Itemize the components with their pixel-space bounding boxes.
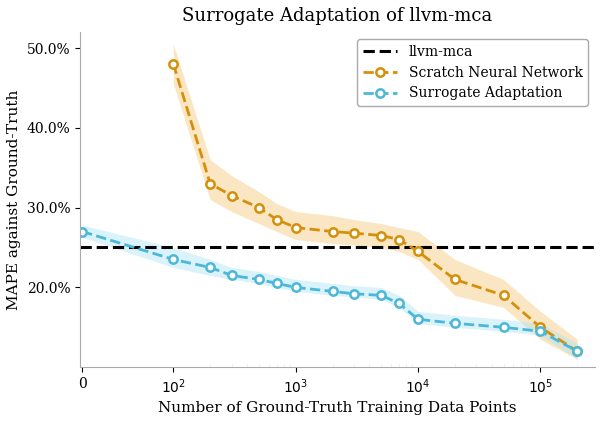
Scratch Neural Network <box>228 193 235 198</box>
Scratch Neural Network <box>170 62 177 67</box>
Surrogate Adaptation <box>396 301 403 306</box>
Title: Surrogate Adaptation of llvm-mca: Surrogate Adaptation of llvm-mca <box>182 7 492 25</box>
Surrogate Adaptation <box>170 257 177 262</box>
Scratch Neural Network <box>574 349 581 354</box>
Scratch Neural Network <box>414 249 421 254</box>
Scratch Neural Network <box>500 293 507 298</box>
Scratch Neural Network <box>537 325 544 330</box>
Surrogate Adaptation <box>500 325 507 330</box>
Legend: llvm-mca, Scratch Neural Network, Surrogate Adaptation: llvm-mca, Scratch Neural Network, Surrog… <box>357 39 588 106</box>
Scratch Neural Network <box>329 229 336 234</box>
Surrogate Adaptation <box>377 293 385 298</box>
llvm-mca <box>79 245 87 250</box>
Surrogate Adaptation <box>350 291 358 296</box>
Scratch Neural Network <box>396 237 403 242</box>
llvm-mca <box>78 245 85 250</box>
Y-axis label: MAPE against Ground-Truth: MAPE against Ground-Truth <box>7 89 21 310</box>
Surrogate Adaptation <box>228 273 235 278</box>
Scratch Neural Network <box>255 205 262 210</box>
Surrogate Adaptation <box>206 265 214 270</box>
Line: Surrogate Adaptation: Surrogate Adaptation <box>78 227 582 355</box>
Surrogate Adaptation <box>255 277 262 282</box>
Scratch Neural Network <box>273 217 281 222</box>
Scratch Neural Network <box>350 230 358 235</box>
Surrogate Adaptation <box>292 285 299 290</box>
Surrogate Adaptation <box>452 321 459 326</box>
Surrogate Adaptation <box>537 329 544 334</box>
Scratch Neural Network <box>452 277 459 282</box>
Surrogate Adaptation <box>574 349 581 354</box>
Surrogate Adaptation <box>273 281 281 286</box>
Surrogate Adaptation <box>329 289 336 294</box>
Line: Scratch Neural Network: Scratch Neural Network <box>169 60 582 355</box>
Surrogate Adaptation <box>78 229 85 234</box>
X-axis label: Number of Ground-Truth Training Data Points: Number of Ground-Truth Training Data Poi… <box>158 401 517 415</box>
Surrogate Adaptation <box>414 317 421 322</box>
Scratch Neural Network <box>206 181 214 186</box>
Scratch Neural Network <box>292 225 299 230</box>
Scratch Neural Network <box>377 233 385 238</box>
